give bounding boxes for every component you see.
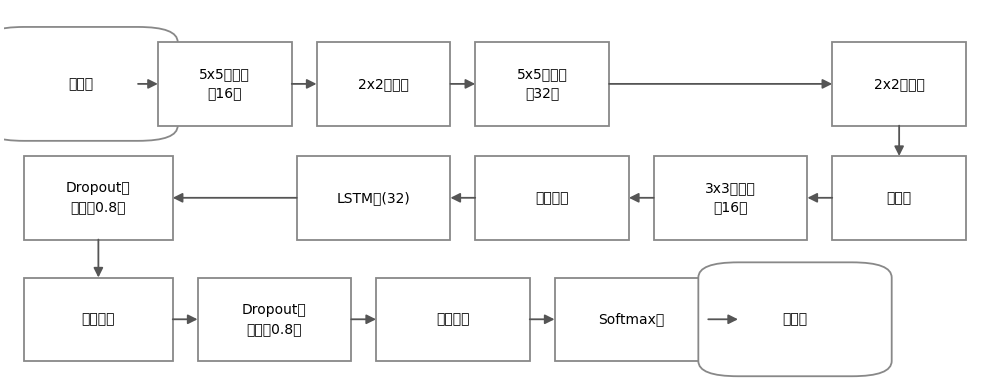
Text: 全连接层: 全连接层	[436, 312, 470, 326]
Bar	[297, 156, 450, 239]
Text: 融合层: 融合层	[887, 191, 912, 205]
FancyBboxPatch shape	[0, 27, 178, 141]
Bar	[475, 156, 629, 239]
Bar	[475, 42, 609, 126]
Text: 输出层: 输出层	[782, 312, 808, 326]
Text: 输入层: 输入层	[68, 77, 94, 91]
Bar	[832, 42, 966, 126]
FancyBboxPatch shape	[698, 262, 892, 376]
Bar	[158, 42, 292, 126]
Bar	[24, 156, 173, 239]
Bar	[555, 277, 708, 361]
Text: 5x5卷积层
（16）: 5x5卷积层 （16）	[199, 67, 250, 100]
Bar	[24, 277, 173, 361]
Bar	[317, 42, 450, 126]
Bar	[654, 156, 807, 239]
Bar	[376, 277, 530, 361]
Bar	[198, 277, 351, 361]
Text: 2x2池化层: 2x2池化层	[874, 77, 925, 91]
Text: 3x3卷积层
（16）: 3x3卷积层 （16）	[705, 181, 756, 215]
Text: 5x5卷积层
（32）: 5x5卷积层 （32）	[517, 67, 568, 100]
Text: Softmax层: Softmax层	[598, 312, 665, 326]
Bar	[832, 156, 966, 239]
Text: 2x2池化层: 2x2池化层	[358, 77, 409, 91]
Text: Dropout层
（保留0.8）: Dropout层 （保留0.8）	[66, 181, 131, 215]
Text: LSTM层(32): LSTM层(32)	[337, 191, 410, 205]
Text: 全连接层: 全连接层	[535, 191, 569, 205]
Text: 全连接层: 全连接层	[82, 312, 115, 326]
Text: Dropout层
（保留0.8）: Dropout层 （保留0.8）	[242, 303, 307, 336]
